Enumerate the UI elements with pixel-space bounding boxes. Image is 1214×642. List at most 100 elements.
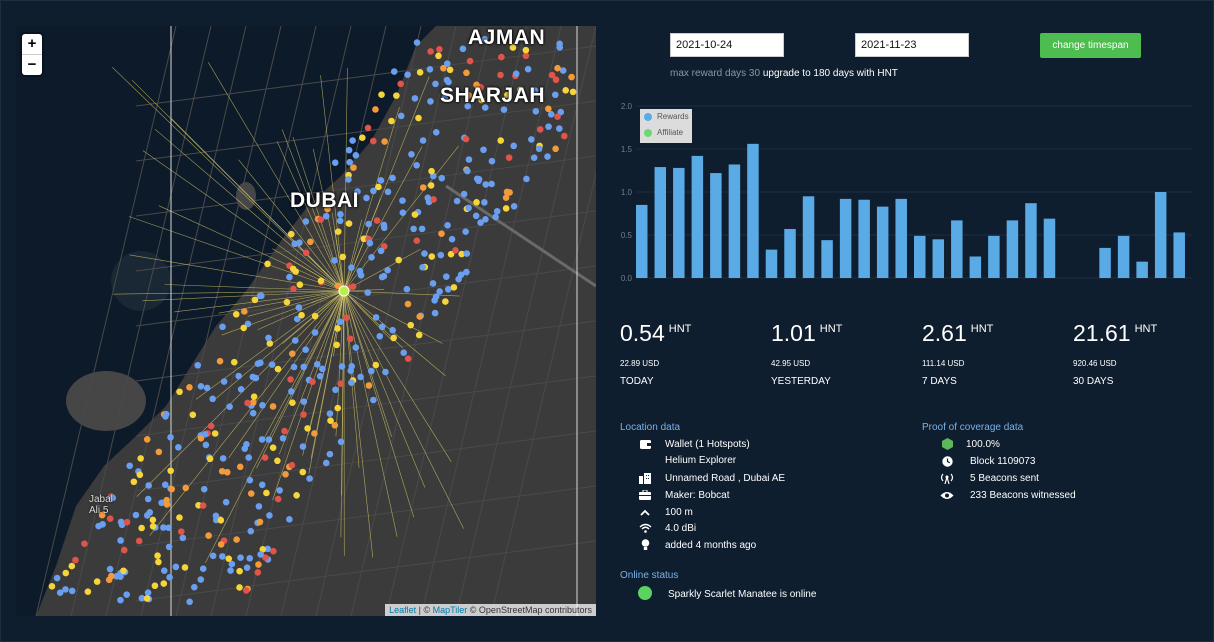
map-road xyxy=(35,26,177,616)
map-witness-line xyxy=(292,136,345,292)
map-hotspot-dot xyxy=(95,522,102,530)
chart-bar xyxy=(858,199,870,278)
map-hotspot-dot xyxy=(384,266,391,274)
map-hotspot-dot xyxy=(419,184,427,191)
zoom-in-button[interactable]: + xyxy=(27,35,37,52)
map-hotspot-dot xyxy=(295,304,303,311)
map-hotspot-dot xyxy=(337,438,345,446)
map-hotspot-dot xyxy=(492,213,499,221)
upgrade-link[interactable]: upgrade to 180 days with HNT xyxy=(762,68,898,79)
change-timespan-button[interactable]: change timespan xyxy=(1040,33,1141,58)
map-witness-line xyxy=(343,219,362,292)
zoom-out-button[interactable]: − xyxy=(22,54,42,75)
beacons-sent-row: 5 Beacons sent xyxy=(940,472,1039,484)
leaflet-link[interactable]: Leaflet xyxy=(389,605,417,615)
map-hotspot-dot xyxy=(437,251,445,259)
map-hotspot-dot xyxy=(331,257,338,264)
map-hotspot-dot xyxy=(458,250,465,258)
map-witness-line xyxy=(113,290,345,295)
map-hotspot-dot xyxy=(419,137,427,144)
map-hotspot-dot xyxy=(227,567,234,574)
map-hotspot-dot xyxy=(389,326,396,334)
hotspot-map[interactable]: AJMAN SHARJAH DUBAI Jabal Ali 5 + − Leaf… xyxy=(16,26,596,616)
map-hotspot-dot xyxy=(334,228,342,235)
map-hotspot-dot xyxy=(452,246,459,254)
helium-explorer-link[interactable]: Helium Explorer xyxy=(665,455,737,466)
map-witness-line xyxy=(343,290,452,462)
map-hotspot-dot xyxy=(554,64,561,72)
map-hotspot-dot xyxy=(544,153,551,160)
map-hotspot-dot xyxy=(53,574,61,582)
map-hotspot-dot xyxy=(165,524,172,532)
map-hotspot-dot xyxy=(427,182,435,189)
map-witness-line xyxy=(340,290,345,538)
map-hotspot-dot xyxy=(197,383,205,390)
map-witness-line xyxy=(276,141,345,292)
stat-value: 2.61 xyxy=(922,320,967,346)
map-hotspot-dot xyxy=(302,218,310,225)
map-witness-line xyxy=(343,290,464,529)
map-hotspot-dot xyxy=(372,314,380,321)
map-hotspot-dot xyxy=(399,197,406,204)
beacons-witnessed-row: 233 Beacons witnessed xyxy=(940,489,1076,501)
map-witness-line xyxy=(205,290,345,564)
maptiler-link[interactable]: MapTiler xyxy=(432,605,468,615)
map-hotspot-dot xyxy=(194,361,202,369)
map-hotspot-dot xyxy=(205,532,212,539)
maker-row: Maker: Bobcat xyxy=(638,489,729,501)
map-hotspot-dot xyxy=(258,292,265,300)
end-date-input[interactable] xyxy=(855,33,969,57)
stat-unit: HNT xyxy=(970,323,994,335)
city-icon xyxy=(638,472,652,484)
map-hotspot-dot xyxy=(317,277,325,285)
map-hotspot-dot xyxy=(123,518,131,526)
map-hotspot-dot xyxy=(219,553,226,560)
wallet-link[interactable]: Wallet (1 Hotspots) xyxy=(665,438,750,450)
map-road xyxy=(490,171,596,616)
map-hotspot-dot xyxy=(207,422,215,430)
map-witness-line xyxy=(228,290,345,459)
map-road xyxy=(280,26,422,616)
map-hotspot-dot xyxy=(350,164,357,171)
attribution-sep: | © xyxy=(416,605,433,615)
map-hotspot-dot xyxy=(438,230,445,237)
map-witness-line xyxy=(136,290,345,497)
map-hotspot-dot xyxy=(117,573,124,581)
legend-item-rewards[interactable]: Rewards xyxy=(640,109,692,125)
chart-bar xyxy=(691,155,704,278)
map-hotspot-dot xyxy=(247,490,255,497)
map-hotspot-dot xyxy=(160,524,167,531)
map-hotspot-dot xyxy=(438,174,446,182)
chart-bar xyxy=(1154,192,1167,278)
map-hotspot-dot xyxy=(281,427,288,435)
map-hotspot-dot xyxy=(255,561,262,568)
map-hotspot-dot xyxy=(326,450,334,458)
online-status-title: Online status xyxy=(620,570,679,581)
map-road xyxy=(135,430,596,492)
map-hotspot-dot xyxy=(460,190,468,198)
map-hotspot-dot xyxy=(375,183,382,191)
map-hotspot-dot xyxy=(473,198,480,206)
map-hotspot-dot xyxy=(463,250,471,257)
map-hotspot-dot xyxy=(250,393,258,401)
map-canvas[interactable] xyxy=(16,26,596,616)
map-hotspot-dot xyxy=(222,498,230,506)
map-hotspot-dot xyxy=(547,110,555,118)
legend-item-affiliate[interactable]: Affiliate xyxy=(640,125,692,141)
map-witness-line xyxy=(343,76,430,292)
map-hotspot-dot xyxy=(176,388,183,396)
map-hotspot-dot xyxy=(230,358,238,366)
map-hotspot-dot xyxy=(209,395,216,403)
map-road xyxy=(135,265,596,327)
map-hotspot-dot xyxy=(287,376,294,383)
map-witness-line xyxy=(343,290,426,488)
beacons-sent-text: 5 Beacons sent xyxy=(970,472,1039,484)
map-hotspot-dot xyxy=(135,537,143,545)
map-hotspot-dot xyxy=(149,522,157,530)
map-hotspot-dot xyxy=(324,205,331,213)
map-hotspot-dot xyxy=(500,106,508,113)
stat-7-days: 2.61 HNT 111.14 USD 7 DAYS xyxy=(922,320,993,387)
map-hotspot-dot xyxy=(138,524,145,532)
start-date-input[interactable] xyxy=(670,33,784,57)
legend-dot-rewards xyxy=(644,113,652,121)
